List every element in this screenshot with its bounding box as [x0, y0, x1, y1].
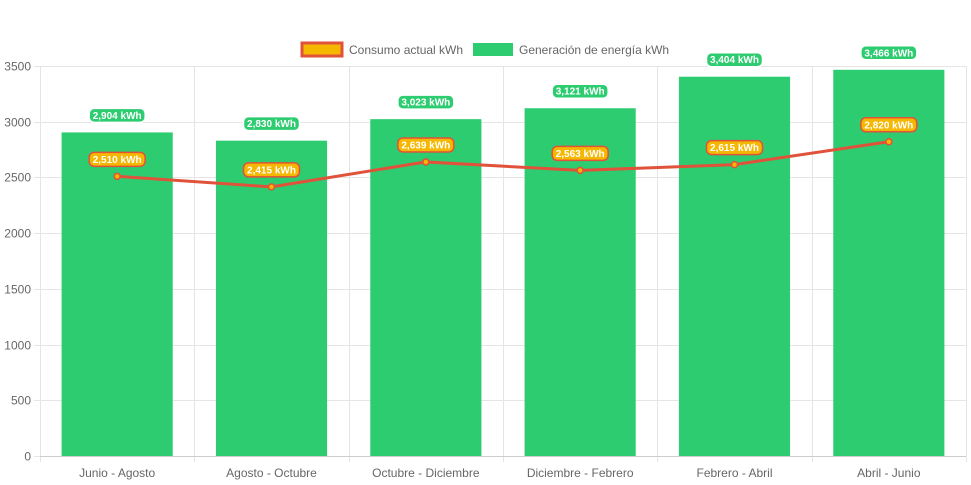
data-label-consumo-bg	[397, 137, 455, 153]
line-point-consumo[interactable]	[113, 172, 121, 181]
data-label-generacion-bg	[705, 51, 764, 68]
x-tick-label: Diciembre - Febrero	[527, 466, 634, 480]
data-label-generacion-bg	[860, 45, 918, 61]
y-tick-label: 1000	[4, 339, 31, 353]
bar-generacion[interactable]	[833, 69, 945, 456]
bar-generacion[interactable]	[524, 108, 636, 456]
data-label-consumo-bg	[705, 139, 764, 156]
data-label-consumo: 2,820 kWh	[864, 120, 913, 131]
data-label-consumo-bg	[88, 151, 146, 168]
legend: Consumo actual kWh Generación de energía…	[300, 41, 669, 58]
data-label-consumo: 2,563 kWh	[556, 149, 605, 160]
y-tick-label: 500	[11, 394, 31, 408]
data-label-generacion: 3,466 kWh	[864, 48, 913, 59]
data-label-generacion: 2,830 kWh	[247, 119, 296, 130]
bar-generacion[interactable]	[215, 140, 328, 456]
data-label-consumo: 2,415 kWh	[247, 165, 296, 176]
x-tick-label: Abril - Junio	[857, 466, 921, 480]
data-label-generacion-bg	[88, 107, 146, 124]
bar-generacion[interactable]	[678, 76, 791, 456]
line-point-consumo[interactable]	[576, 166, 584, 175]
y-tick-label: 3500	[4, 60, 31, 74]
data-label-consumo-bg	[551, 145, 609, 162]
x-axis: Junio - Agosto Agosto - Octubre Octubre - …	[40, 456, 966, 480]
data-label-generacion-bg	[397, 94, 455, 110]
y-tick-label: 3000	[4, 116, 31, 130]
line-point-consumo[interactable]	[885, 138, 893, 146]
y-tick-label: 2500	[4, 171, 31, 185]
x-tick-label: Junio - Agosto	[79, 466, 155, 480]
data-label-generacion: 3,121 kWh	[556, 87, 605, 98]
bar-generacion[interactable]	[370, 119, 482, 456]
data-label-consumo-bg	[242, 162, 301, 178]
y-axis: 0 500 1000 1500 2000 2500 3000 3500	[4, 60, 31, 464]
x-tick-label: Octubre - Diciembre	[372, 466, 480, 480]
data-label-consumo: 2,615 kWh	[710, 143, 759, 154]
line-point-consumo[interactable]	[730, 160, 739, 169]
grid-lines	[34, 66, 967, 462]
data-label-consumo-bg	[860, 117, 918, 133]
x-tick-label: Agosto - Octubre	[226, 466, 317, 480]
legend-label-consumo[interactable]: Consumo actual kWh	[349, 43, 463, 57]
bar-generacion[interactable]	[61, 132, 173, 456]
data-label-generacion-bg	[242, 115, 301, 132]
data-label-consumo: 2,510 kWh	[93, 155, 142, 166]
data-label-consumo: 2,639 kWh	[401, 140, 450, 151]
bars-generacion	[61, 69, 945, 456]
y-tick-label: 2000	[4, 227, 31, 241]
y-tick-label: 1500	[4, 283, 31, 297]
line-path-consumo	[117, 140, 890, 189]
legend-swatch-generacion[interactable]	[473, 43, 513, 56]
line-consumo	[113, 138, 893, 191]
data-label-generacion: 3,404 kWh	[710, 55, 759, 66]
data-label-generacion: 2,904 kWh	[93, 111, 142, 122]
data-labels: 2,904 kWh 2,830 kWh 3,023 kWh 3,121 kWh 3,40…	[88, 45, 918, 178]
legend-swatch-consumo[interactable]	[300, 41, 344, 58]
line-point-consumo[interactable]	[422, 158, 430, 166]
y-tick-label: 0	[24, 450, 31, 464]
data-label-generacion: 3,023 kWh	[401, 98, 450, 109]
line-point-consumo[interactable]	[267, 183, 276, 191]
x-tick-label: Febrero - Abril	[696, 466, 772, 480]
data-label-generacion-bg	[551, 83, 609, 99]
legend-label-generacion[interactable]: Generación de energía kWh	[519, 43, 669, 57]
